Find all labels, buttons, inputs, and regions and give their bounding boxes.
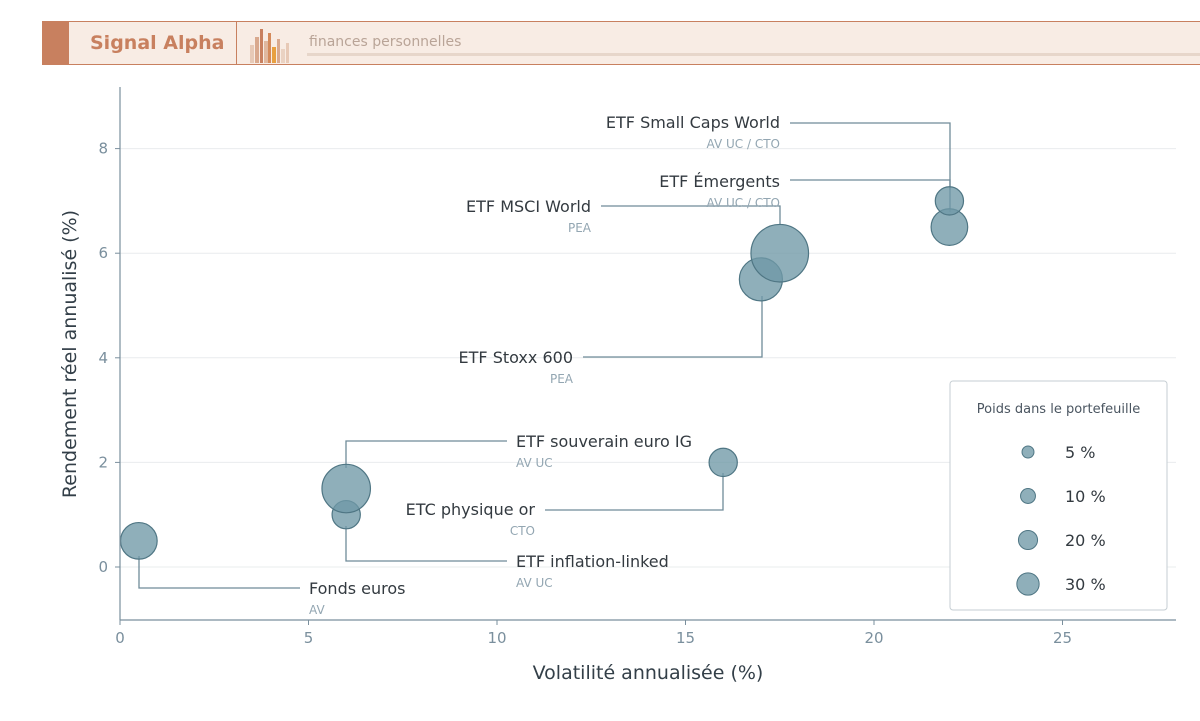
legend-label: 30 %	[1065, 575, 1106, 594]
point-label: ETF Émergents	[659, 172, 780, 191]
leader-line	[583, 296, 763, 358]
point-sublabel: CTO	[510, 524, 535, 538]
x-tick-label: 20	[864, 629, 883, 647]
x-tick-label: 0	[115, 629, 125, 647]
point-sublabel: AV UC / CTO	[707, 137, 780, 151]
tagline: finances personnelles	[309, 34, 462, 50]
data-point	[321, 463, 372, 514]
data-point	[934, 186, 965, 216]
x-tick-label: 10	[487, 629, 506, 647]
tagline-rule	[307, 53, 1200, 56]
point-label: ETF Stoxx 600	[459, 348, 573, 367]
y-tick-label: 8	[98, 140, 108, 158]
city-bars-icon	[250, 29, 289, 63]
data-points	[119, 186, 969, 560]
data-point	[708, 447, 738, 478]
point-labels: Fonds euros AV ETF inflation-linked AV UC ET…	[309, 113, 780, 617]
point-sublabel: PEA	[568, 221, 592, 235]
leader-line	[345, 440, 507, 468]
point-sublabel: AV	[309, 603, 325, 617]
legend-marker	[1021, 445, 1035, 459]
legend-title: Poids dans le portefeuille	[977, 402, 1141, 417]
x-tick-label: 5	[304, 629, 314, 647]
point-sublabel: AV UC	[516, 576, 553, 590]
brand-name[interactable]: Signal Alpha	[90, 32, 225, 54]
x-tick-label: 25	[1053, 629, 1072, 647]
leader-line	[601, 205, 781, 225]
point-sublabel: PEA	[550, 372, 574, 386]
point-label: ETF souverain euro IG	[516, 432, 692, 451]
x-axis-title: Volatilité annualisée (%)	[533, 662, 764, 684]
y-tick-label: 2	[98, 453, 108, 471]
data-point	[750, 223, 810, 283]
point-label: ETF MSCI World	[466, 197, 591, 216]
legend-label: 5 %	[1065, 443, 1095, 462]
legend: Poids dans le portefeuille 5 % 10 % 20 % 30 …	[949, 380, 1168, 611]
brand-color-block	[42, 22, 69, 64]
x-tick-label: 15	[676, 629, 695, 647]
legend-marker	[1016, 572, 1040, 596]
leader-line	[545, 473, 724, 511]
point-sublabel: AV UC	[516, 456, 553, 470]
legend-marker	[1020, 488, 1036, 504]
y-axis-title: Rendement réel annualisé (%)	[59, 210, 81, 498]
point-label: ETF Small Caps World	[606, 113, 780, 132]
leader-line	[345, 526, 507, 562]
legend-label: 20 %	[1065, 531, 1106, 550]
legend-label: 10 %	[1065, 487, 1106, 506]
point-label: Fonds euros	[309, 579, 405, 598]
leader-line	[790, 122, 951, 190]
y-tick-label: 0	[98, 558, 108, 576]
header-banner: Signal Alpha finances personnelles	[42, 21, 1200, 65]
legend-box	[949, 380, 1168, 611]
y-tick-label: 6	[98, 244, 108, 262]
leader-line	[790, 179, 951, 212]
point-label: ETC physique or	[406, 500, 536, 519]
banner-separator	[236, 22, 237, 64]
axes: 0 2 4 6 8 0 5 10 15 20 25	[98, 87, 1176, 647]
data-point	[119, 521, 158, 560]
point-sublabel: AV UC / CTO	[707, 196, 780, 210]
legend-marker	[1017, 529, 1039, 551]
leader-line	[138, 556, 300, 589]
point-label: ETF inflation-linked	[516, 552, 669, 571]
y-tick-label: 4	[98, 349, 108, 367]
